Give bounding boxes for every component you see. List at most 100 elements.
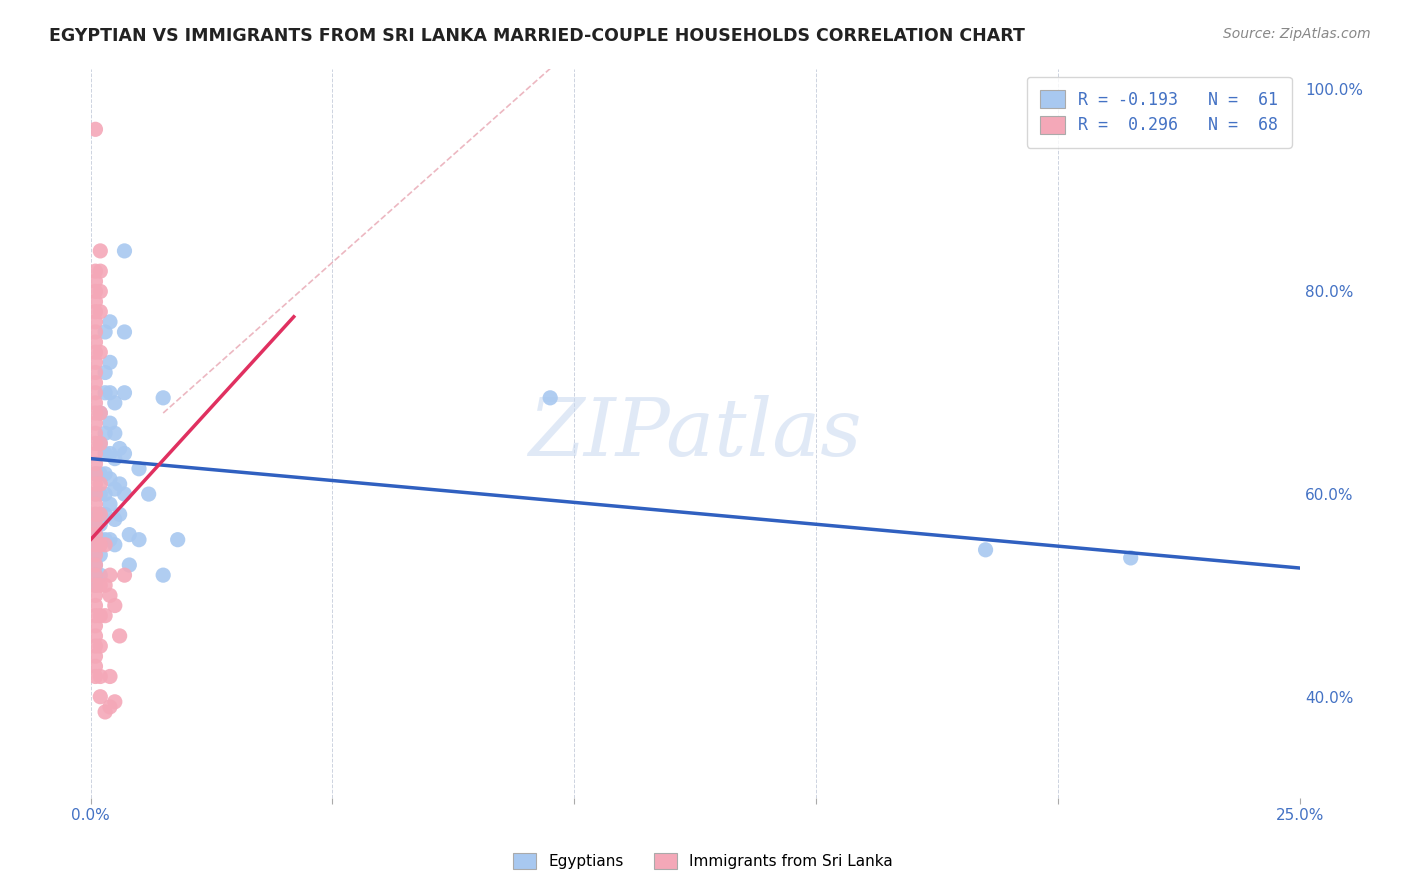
Point	[89, 264, 111, 278]
Point	[84, 385, 107, 400]
Point	[84, 527, 107, 541]
Point	[89, 345, 111, 359]
Point	[89, 608, 111, 623]
Point	[84, 477, 107, 491]
Point	[538, 391, 561, 405]
Point	[118, 558, 141, 572]
Point	[98, 568, 121, 582]
Point	[84, 508, 107, 522]
Point	[84, 589, 107, 603]
Point	[89, 467, 111, 481]
Point	[84, 446, 107, 460]
Point	[104, 396, 127, 410]
Point	[114, 325, 136, 339]
Point	[98, 669, 121, 683]
Point	[84, 406, 107, 420]
Point	[84, 497, 107, 511]
Point	[84, 619, 107, 633]
Point	[84, 568, 107, 582]
Point	[98, 589, 121, 603]
Point	[84, 335, 107, 350]
Point	[84, 376, 107, 390]
Point	[84, 487, 107, 501]
Point	[89, 538, 111, 552]
Point	[114, 446, 136, 460]
Point	[98, 385, 121, 400]
Point	[104, 538, 127, 552]
Point	[98, 497, 121, 511]
Point	[89, 304, 111, 318]
Point	[166, 533, 188, 547]
Point	[1119, 550, 1142, 565]
Point	[84, 366, 107, 380]
Point	[98, 699, 121, 714]
Point	[114, 385, 136, 400]
Point	[84, 578, 107, 592]
Point	[84, 508, 107, 522]
Point	[84, 639, 107, 653]
Point	[98, 355, 121, 369]
Point	[108, 442, 131, 456]
Point	[98, 446, 121, 460]
Point	[84, 629, 107, 643]
Point	[104, 695, 127, 709]
Point	[94, 426, 117, 441]
Point	[98, 533, 121, 547]
Legend: Egyptians, Immigrants from Sri Lanka: Egyptians, Immigrants from Sri Lanka	[508, 847, 898, 875]
Point	[94, 446, 117, 460]
Point	[104, 426, 127, 441]
Point	[84, 558, 107, 572]
Point	[98, 472, 121, 486]
Point	[84, 467, 107, 481]
Point	[84, 669, 107, 683]
Point	[89, 406, 111, 420]
Point	[84, 538, 107, 552]
Point	[89, 285, 111, 299]
Point	[84, 548, 107, 562]
Point	[89, 477, 111, 491]
Point	[94, 508, 117, 522]
Point	[104, 451, 127, 466]
Point	[84, 517, 107, 532]
Point	[98, 416, 121, 430]
Point	[94, 325, 117, 339]
Point	[94, 705, 117, 719]
Point	[89, 436, 111, 450]
Point	[84, 436, 107, 450]
Point	[89, 568, 111, 582]
Point	[94, 467, 117, 481]
Point	[84, 396, 107, 410]
Point	[84, 608, 107, 623]
Point	[94, 385, 117, 400]
Point	[84, 517, 107, 532]
Point	[104, 599, 127, 613]
Point	[114, 568, 136, 582]
Point	[89, 517, 111, 532]
Point	[128, 462, 150, 476]
Point	[84, 649, 107, 664]
Point	[128, 533, 150, 547]
Point	[152, 391, 174, 405]
Point	[89, 508, 111, 522]
Point	[84, 325, 107, 339]
Point	[89, 669, 111, 683]
Point	[84, 274, 107, 288]
Point	[84, 285, 107, 299]
Point	[84, 558, 107, 572]
Point	[974, 542, 997, 557]
Point	[108, 508, 131, 522]
Point	[104, 512, 127, 526]
Point	[94, 578, 117, 592]
Point	[94, 366, 117, 380]
Point	[94, 487, 117, 501]
Point	[84, 294, 107, 309]
Point	[84, 467, 107, 481]
Point	[152, 568, 174, 582]
Point	[89, 436, 111, 450]
Legend: R = -0.193   N =  61, R =  0.296   N =  68: R = -0.193 N = 61, R = 0.296 N = 68	[1026, 77, 1292, 147]
Point	[89, 690, 111, 704]
Point	[89, 533, 111, 547]
Point	[84, 416, 107, 430]
Point	[89, 244, 111, 258]
Point	[118, 527, 141, 541]
